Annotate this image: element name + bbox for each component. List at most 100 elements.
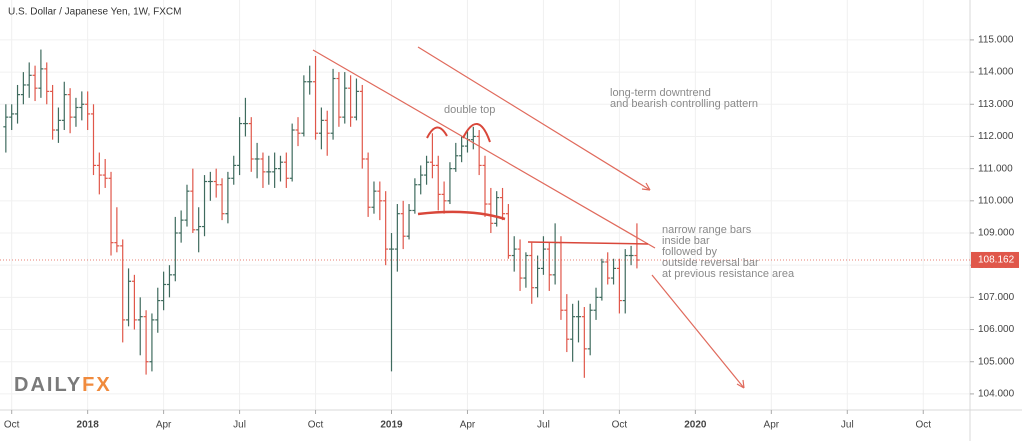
ohlc-bar [9,104,15,131]
ohlc-bar [500,187,506,221]
y-tick-label: 111.000 [978,163,1013,174]
ohlc-bar [260,152,266,188]
ohlc-bar [96,152,102,195]
ohlc-bar [79,91,85,121]
last-price-label: 108.162 [978,255,1015,266]
ohlc-bar [389,232,395,372]
ohlc-bar [231,155,237,185]
ohlc-bar [336,72,342,127]
ohlc-bar [447,162,453,205]
trend-line [312,49,656,249]
ohlc-bar [242,97,248,137]
ohlc-bar [137,297,143,356]
ohlc-bar [575,300,581,343]
top-arc [462,123,491,143]
ohlc-bar [377,181,383,221]
ohlc-bar [126,268,132,327]
ohlc-bar [85,91,91,131]
ohlc-bar [207,171,213,201]
ohlc-bar [523,252,529,288]
annotation: and bearish controlling pattern [610,98,758,110]
ohlc-bar [476,130,482,176]
logo: DAILYFX [14,374,112,396]
ohlc-bar [283,152,289,188]
arrow-head [641,182,651,191]
axes: 104.000105.000106.000107.000108.000109.0… [0,35,1019,431]
ohlc-bar [272,152,278,188]
ohlc-bar [254,142,260,179]
ohlc-bar [459,136,465,163]
ohlc-bar [55,107,61,143]
ohlc-bar [593,287,599,320]
annotation: long-term downtrend [610,87,711,99]
ohlc-bar [3,104,9,153]
ohlc-bar [289,123,295,182]
ohlc-bar [131,274,137,330]
ohlc-bar [365,152,371,217]
annotation: at previous resistance area [662,268,795,280]
y-tick-label: 113.000 [978,99,1014,110]
ohlc-bar [628,245,634,266]
ohlc-bar [237,117,243,176]
ohlc-bar [342,72,348,124]
ohlc-bar [225,171,231,224]
ohlc-bar [184,184,190,227]
ohlc-bar [196,207,202,253]
ohlc-bar [90,104,96,176]
ohlc-bar [353,78,359,121]
y-tick-label: 114.000 [978,67,1014,78]
ohlc-bar [587,303,593,356]
ohlc-bar [61,81,67,131]
arrow-line [417,46,651,191]
ohlc-bar [611,258,617,285]
annotation: narrow range bars [662,224,752,236]
ohlc-bar [383,191,389,266]
ohlc-bar [494,191,500,227]
ohlc-bar [155,287,161,333]
ohlc-bar [114,207,120,253]
grid [0,0,970,410]
annotation: followed by [662,246,718,258]
y-tick-label: 112.000 [978,131,1014,142]
x-tick-label: Oct [308,420,324,431]
ohlc-bar [73,97,79,127]
ohlc-bar [172,216,178,282]
x-tick-label: Apr [764,420,780,431]
x-tick-label: Apr [460,420,476,431]
ohlc-bar [102,158,108,188]
ohlc-bar [406,204,412,240]
ohlc-bar [277,155,283,182]
ohlc-bar [546,242,552,291]
ohlc-bar [166,265,172,298]
ohlc-bar [307,65,313,95]
ohlc-bar [149,313,155,372]
ohlc-bar [418,165,424,195]
ohlc-bar [15,84,21,124]
y-tick-label: 109.000 [978,228,1015,239]
ohlc-bar [517,239,523,291]
resistance-line [527,241,649,245]
ohlc-bar [108,171,114,256]
ohlc-bar [20,72,26,105]
x-tick-label: Apr [156,420,172,431]
ohlc-bar [143,310,149,375]
annotation: double top [444,104,495,116]
last-price-box [971,251,1019,268]
ohlc-bar [505,204,511,259]
ohlc-bar [38,49,44,98]
x-tick-label: Jul [841,420,854,431]
ohlc-bar [581,307,587,378]
ohlc-bar [394,204,400,272]
ohlc-bar [488,187,494,233]
ohlc-bar [324,110,330,156]
ohlc-bar [529,242,535,304]
y-tick-label: 110.000 [978,195,1014,206]
ohlc-bar [482,155,488,217]
x-tick-label: Jul [537,420,550,431]
x-tick-label: 2019 [380,420,403,431]
logo-part: FX [82,374,112,396]
x-tick-label: Oct [915,420,931,431]
ohlc-bar [622,249,628,314]
